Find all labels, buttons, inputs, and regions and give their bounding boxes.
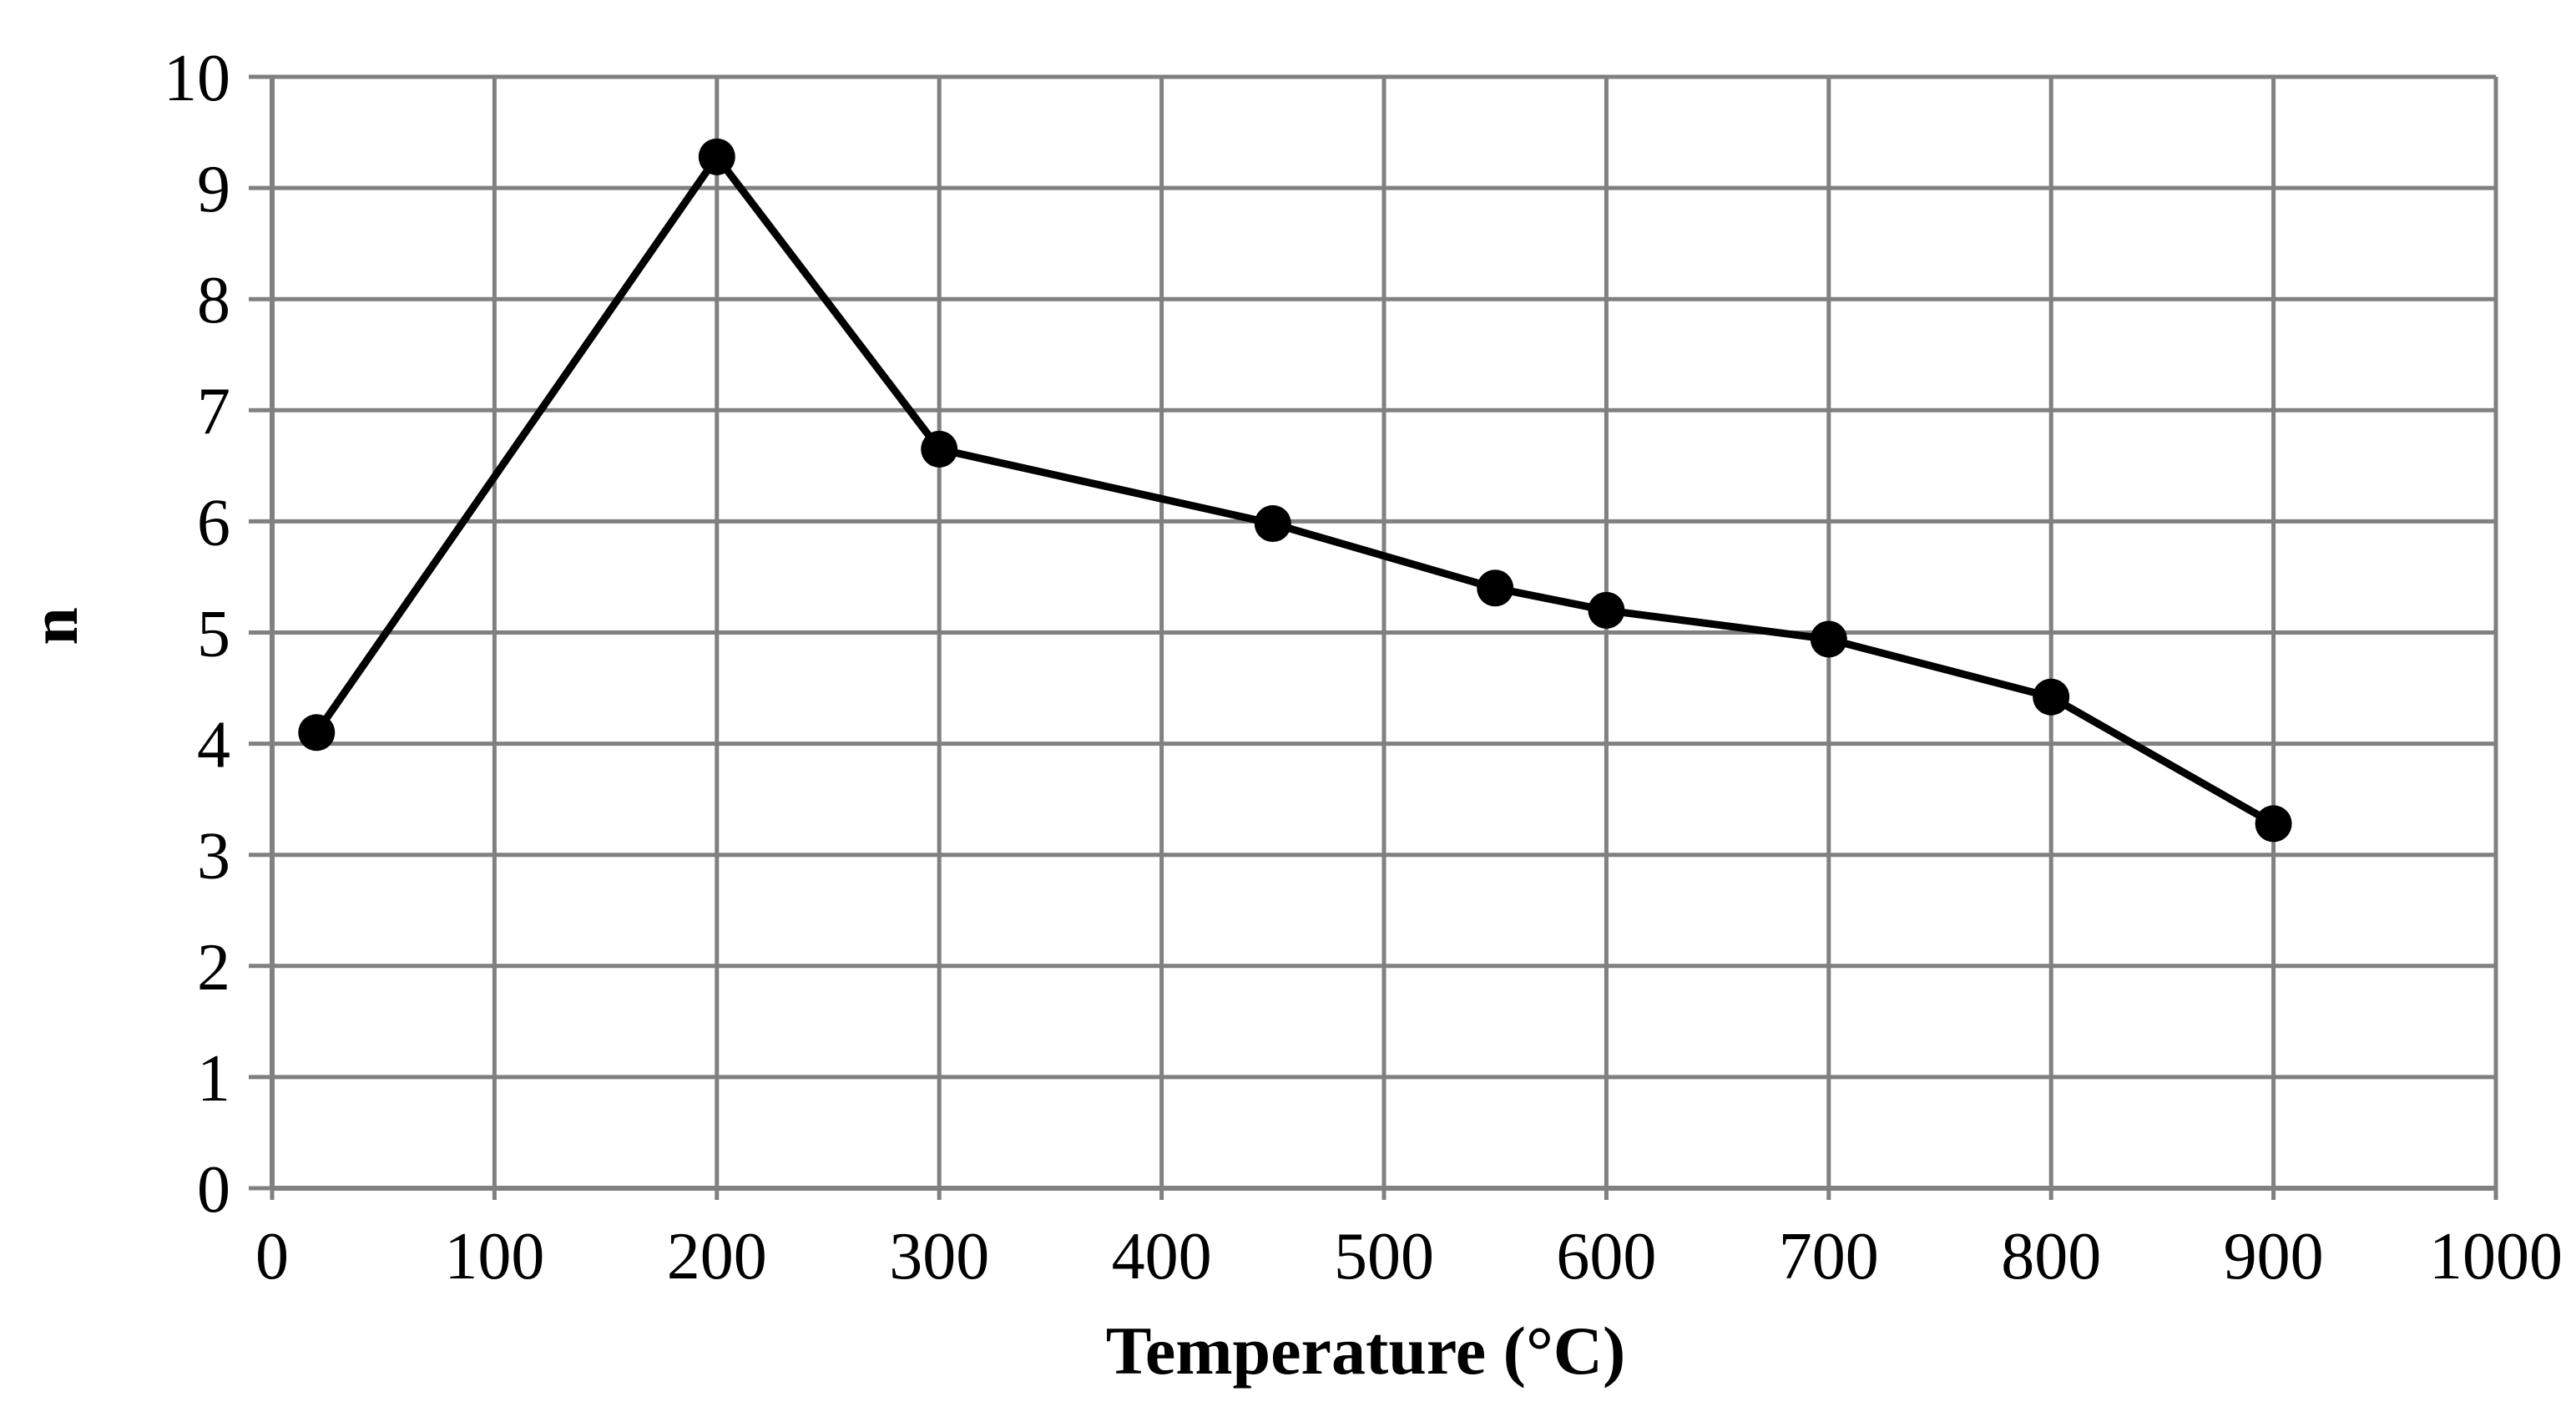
x-tick-label: 300 [889,1220,989,1293]
axes [270,77,2496,1191]
x-tick-labels: 0 100 200 300 400 500 600 700 800 900 1000 [255,1220,2563,1293]
x-tick-label: 900 [2224,1220,2324,1293]
y-tick-label: 6 [197,486,230,559]
data-point [1477,569,1514,607]
y-tick-label: 7 [197,375,230,448]
y-tick-label: 4 [197,709,230,782]
data-series [298,138,2292,843]
y-tick-labels: 0 1 2 3 4 5 6 7 8 9 10 [164,42,230,1227]
y-tick-label: 1 [197,1042,230,1116]
y-tick-label: 10 [164,42,230,115]
x-tick-label: 1000 [2429,1220,2563,1293]
data-point [1588,591,1625,629]
data-point [698,138,735,175]
data-point [1810,620,1847,658]
data-point [2033,678,2070,716]
data-point [298,714,336,752]
data-point [1254,505,1291,543]
y-tick-label: 0 [197,1153,230,1227]
y-tick-label: 8 [197,264,230,337]
x-tick-label: 200 [667,1220,767,1293]
x-axis-title: Temperature (°C) [1106,1313,1626,1389]
y-tick-label: 2 [197,931,230,1005]
x-tick-label: 800 [2001,1220,2101,1293]
x-tick-label: 600 [1556,1220,1656,1293]
y-tick-label: 5 [197,598,230,671]
x-tick-label: 400 [1112,1220,1212,1293]
x-tick-label: 0 [255,1220,289,1293]
x-tick-label: 100 [444,1220,544,1293]
y-tick-label: 3 [197,820,230,893]
data-point [921,430,958,468]
y-tick-label: 9 [197,153,230,226]
x-tick-label: 500 [1334,1220,1434,1293]
y-axis-title: n [16,607,92,645]
data-point [2255,805,2292,843]
x-tick-label: 700 [1779,1220,1879,1293]
